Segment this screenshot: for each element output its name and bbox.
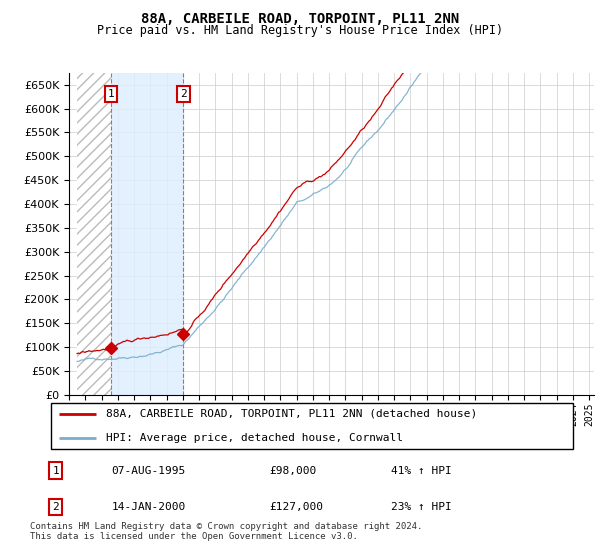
Text: Price paid vs. HM Land Registry's House Price Index (HPI): Price paid vs. HM Land Registry's House … [97,24,503,36]
Text: 88A, CARBEILE ROAD, TORPOINT, PL11 2NN (detached house): 88A, CARBEILE ROAD, TORPOINT, PL11 2NN (… [106,409,478,419]
Bar [111,73,184,395]
Text: 14-JAN-2000: 14-JAN-2000 [112,502,185,512]
Text: 88A, CARBEILE ROAD, TORPOINT, PL11 2NN: 88A, CARBEILE ROAD, TORPOINT, PL11 2NN [141,12,459,26]
Text: £98,000: £98,000 [270,465,317,475]
Text: 2: 2 [180,89,187,99]
Text: 23% ↑ HPI: 23% ↑ HPI [391,502,452,512]
Bar [77,73,111,395]
FancyBboxPatch shape [50,404,574,449]
Text: 41% ↑ HPI: 41% ↑ HPI [391,465,452,475]
Bar [77,73,111,395]
Text: Contains HM Land Registry data © Crown copyright and database right 2024.
This d: Contains HM Land Registry data © Crown c… [30,522,422,542]
Text: HPI: Average price, detached house, Cornwall: HPI: Average price, detached house, Corn… [106,433,403,444]
Text: 2: 2 [53,502,59,512]
Text: 1: 1 [53,465,59,475]
Text: 1: 1 [108,89,115,99]
Text: 07-AUG-1995: 07-AUG-1995 [112,465,185,475]
Text: £127,000: £127,000 [270,502,324,512]
